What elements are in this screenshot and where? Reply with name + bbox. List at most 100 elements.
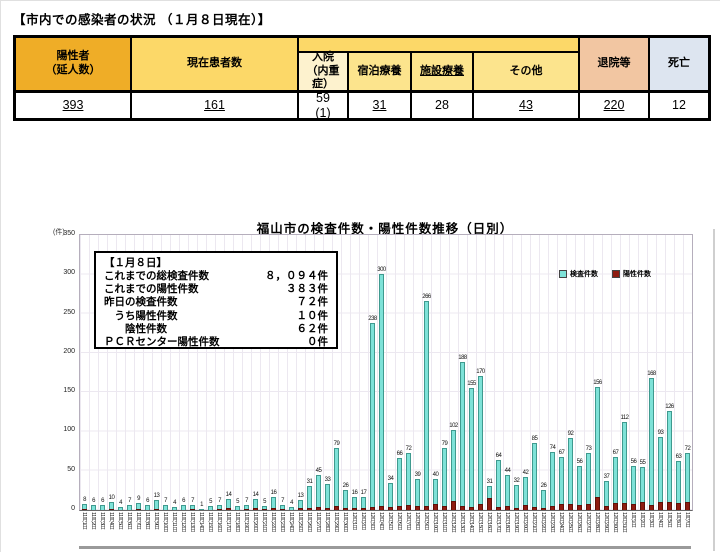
bar-value-label: 56 [630, 459, 637, 465]
test-count-bar [433, 478, 438, 510]
bar-value-label: 16 [351, 490, 358, 497]
summary-line: これまでの総検査件数 ８，０９４件 [104, 270, 328, 282]
test-count-bar [244, 504, 249, 510]
x-axis-date-label: 11月23日 [279, 512, 285, 532]
bar-value-label: 63 [675, 453, 682, 460]
bar-value-label: 300 [377, 267, 386, 274]
x-axis-date-label: 11月25日 [297, 512, 303, 532]
test-count-bar [307, 485, 312, 510]
bar-value-label: 155 [467, 381, 476, 388]
bar-value-label: 93 [657, 429, 664, 436]
positive-count-bar [514, 507, 519, 510]
header-discharged: 退院等 [579, 37, 649, 91]
x-axis-date-label: 12月13日 [459, 512, 465, 533]
positive-count-bar [532, 506, 537, 510]
test-count-bar [577, 466, 582, 510]
test-count-bar [568, 437, 573, 510]
x-axis-date-label: 12月20日 [522, 512, 528, 533]
positive-count-bar [631, 503, 636, 510]
bar-value-label: 39 [414, 472, 421, 479]
test-count-bar [163, 504, 168, 510]
bar-value-label: 13 [297, 492, 304, 499]
positive-count-bar [262, 509, 267, 510]
x-axis-date-label: 12月23日 [549, 512, 555, 533]
x-axis-date-label: 12月28日 [594, 512, 600, 533]
x-axis-date-label: 12月11日 [441, 512, 447, 532]
bar-value-label: 1 [200, 502, 203, 509]
x-axis-date-label: 12月27日 [585, 512, 591, 533]
x-axis-date-label: 11月22日 [270, 512, 276, 532]
positive-count-bar [649, 505, 654, 510]
x-axis-date-label: 11月19日 [243, 512, 249, 532]
x-axis-date-label: 11月18日 [234, 512, 240, 532]
bar-value-label: 13 [153, 492, 160, 499]
test-count-bar [514, 484, 519, 510]
bar-value-label: 126 [665, 404, 674, 410]
y-axis-tick-label: 150 [63, 387, 75, 395]
positive-count-bar [676, 502, 681, 510]
test-count-bar [316, 474, 321, 510]
y-axis-unit-label: (件) [53, 229, 65, 236]
positive-count-bar [622, 502, 627, 510]
test-count-bar [640, 466, 645, 510]
summary-line: 昨日の検査件数 ７２件 [104, 296, 328, 309]
value-facility-care: 28 [411, 91, 473, 119]
summary-line: これまでの陽性件数 ３８３件 [104, 283, 328, 296]
positive-count-bar [460, 506, 465, 510]
bar-value-label: 72 [684, 446, 691, 453]
bar-value-label: 4 [119, 499, 122, 506]
bar-value-label: 56 [576, 459, 583, 465]
bar-value-label: 16 [270, 490, 277, 497]
x-axis-date-label: 1月5日 [666, 512, 672, 528]
positive-count-bar [604, 506, 609, 510]
y-axis-tick-label: 200 [63, 347, 75, 355]
positive-count-bar [595, 497, 600, 510]
test-count-bar [325, 484, 330, 510]
x-axis-date-label: 11月15日 [207, 512, 213, 532]
x-axis-date-label: 12月25日 [567, 512, 573, 533]
test-count-bar [289, 506, 294, 510]
x-axis-date-label: 11月12日 [180, 512, 186, 532]
test-count-bar [109, 502, 114, 510]
positive-count-bar [478, 503, 483, 510]
x-axis-date-label: 11月6日 [126, 512, 132, 530]
value-positives-total: 393 [15, 91, 131, 119]
x-axis-date-label: 12月12日 [450, 512, 456, 533]
header-positives-total: 陽性者 （延人数） [15, 37, 131, 91]
bar-value-label: 26 [540, 482, 547, 489]
test-count-bar [199, 509, 204, 510]
bar-value-label: 45 [315, 467, 322, 474]
x-axis-date-label: 12月14日 [468, 512, 474, 533]
bar-value-label: 112 [620, 415, 629, 421]
test-count-bar [487, 485, 492, 510]
positive-count-bar [685, 502, 690, 510]
x-axis-date-label: 12月29日 [603, 512, 609, 533]
x-axis-date-label: 11月8日 [144, 512, 150, 530]
test-count-bar [550, 451, 555, 510]
positive-count-bar [415, 506, 420, 510]
bar-value-label: 168 [647, 371, 656, 377]
x-axis-date-label: 1月4日 [657, 512, 663, 528]
summary-heading: 【１月８日】 [104, 257, 167, 269]
header-band [298, 37, 579, 52]
test-count-bar [154, 499, 159, 510]
test-count-bar [541, 489, 546, 510]
positive-count-bar [370, 506, 375, 510]
y-axis-tick-label: 350 [63, 230, 75, 237]
test-count-bar [145, 505, 150, 510]
positive-count-bar [577, 504, 582, 510]
tests-series-swatch-icon [559, 270, 567, 278]
x-axis-date-label: 11月7日 [135, 512, 141, 530]
positive-count-bar [226, 508, 231, 510]
x-axis-date-label: 11月9日 [153, 512, 159, 530]
legend-tests-label: 検査件数 [570, 271, 598, 278]
test-count-bar [271, 497, 276, 510]
value-discharged: 220 [579, 91, 649, 119]
y-axis-tick-label: 300 [63, 269, 75, 277]
test-count-bar [451, 429, 456, 510]
bar-value-label: 170 [476, 369, 485, 376]
x-axis-date-label: 11月1日 [81, 512, 87, 530]
positive-count-bar [361, 508, 366, 510]
positive-count-bar [667, 502, 672, 510]
positive-count-bar [298, 508, 303, 510]
